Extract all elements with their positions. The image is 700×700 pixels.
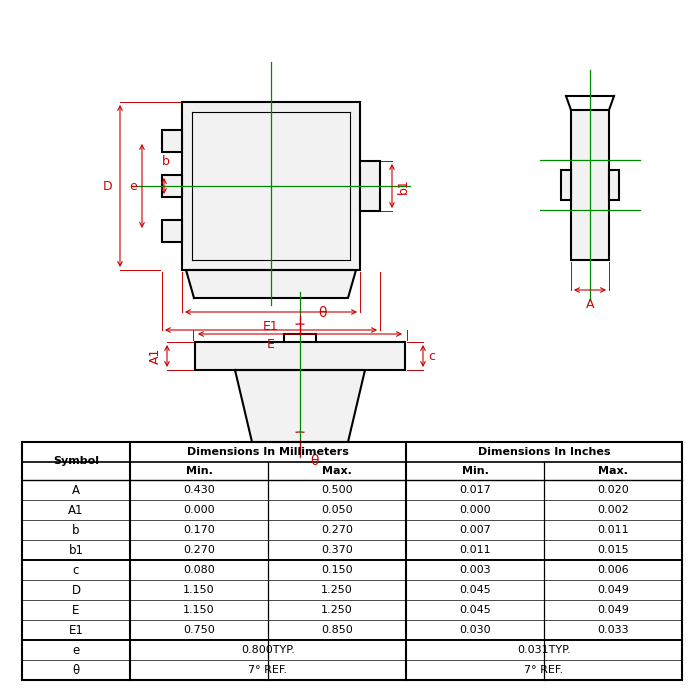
Text: Symbol: Symbol [53,456,99,466]
Text: E1: E1 [69,624,83,636]
Text: Min.: Min. [186,466,212,476]
Polygon shape [235,370,365,442]
Bar [162,175,182,197]
Text: 0.750: 0.750 [183,625,215,635]
Polygon shape [186,270,356,298]
Text: c: c [73,564,79,577]
Text: A1: A1 [149,348,162,364]
Bar [609,170,619,200]
Text: 0.015: 0.015 [597,545,629,555]
Text: 0.500: 0.500 [321,485,353,495]
Text: A1: A1 [69,503,84,517]
Text: 0.006: 0.006 [597,565,629,575]
Text: E1: E1 [263,320,279,333]
Text: 0.033: 0.033 [597,625,629,635]
Text: 0.000: 0.000 [459,505,491,515]
Text: b: b [72,524,80,536]
Text: 0.007: 0.007 [459,525,491,535]
Text: 0.270: 0.270 [183,545,215,555]
Text: 0.049: 0.049 [597,605,629,615]
Text: 0.270: 0.270 [321,525,353,535]
Text: Dimensions In Millimeters: Dimensions In Millimeters [187,447,349,457]
Text: 1.250: 1.250 [321,605,353,615]
Text: e: e [130,179,137,193]
Text: 0.045: 0.045 [459,605,491,615]
Text: A: A [586,298,594,311]
Text: E: E [72,603,80,617]
Text: 0.430: 0.430 [183,485,215,495]
Text: 7° REF.: 7° REF. [248,665,288,675]
Text: 0.000: 0.000 [183,505,215,515]
Text: D: D [102,179,112,193]
Text: 0.002: 0.002 [597,505,629,515]
Text: 0.080: 0.080 [183,565,215,575]
Text: 0.031TYP.: 0.031TYP. [517,645,571,655]
Bar [162,130,182,152]
Bar [571,110,609,260]
Text: 0.150: 0.150 [321,565,353,575]
Text: 0.030: 0.030 [459,625,491,635]
Text: D: D [71,584,80,596]
Text: Dimensions In Inches: Dimensions In Inches [477,447,610,457]
Text: 0.020: 0.020 [597,485,629,495]
Text: θ: θ [72,664,80,676]
Text: 0.050: 0.050 [321,505,353,515]
Bar [360,161,380,211]
Text: Max.: Max. [322,466,352,476]
Text: θ: θ [318,306,326,320]
Text: 0.011: 0.011 [459,545,491,555]
Text: E: E [267,338,275,351]
Text: A: A [72,484,80,496]
Text: θ: θ [310,454,319,468]
Text: e: e [72,643,80,657]
Bar [561,170,571,200]
Text: 1.250: 1.250 [321,585,353,595]
Text: 1.150: 1.150 [183,605,215,615]
Text: ESHH: ESHH [185,163,356,217]
Text: b: b [162,155,170,168]
Bar [195,342,405,370]
Text: 0.045: 0.045 [459,585,491,595]
Text: Max.: Max. [598,466,628,476]
Text: 1.150: 1.150 [183,585,215,595]
Text: b1: b1 [397,178,410,194]
Text: 0.850: 0.850 [321,625,353,635]
Text: 0.011: 0.011 [597,525,629,535]
Text: Min.: Min. [461,466,489,476]
Text: 0.017: 0.017 [459,485,491,495]
Bar [182,102,360,270]
Text: 0.049: 0.049 [597,585,629,595]
Text: 0.170: 0.170 [183,525,215,535]
Bar [162,220,182,242]
Text: 0.370: 0.370 [321,545,353,555]
Bar [22,442,682,680]
Text: c: c [428,349,435,363]
Text: 0.800TYP.: 0.800TYP. [241,645,295,655]
Text: 7° REF.: 7° REF. [524,665,564,675]
Text: 0.003: 0.003 [459,565,491,575]
Text: b1: b1 [69,543,83,556]
